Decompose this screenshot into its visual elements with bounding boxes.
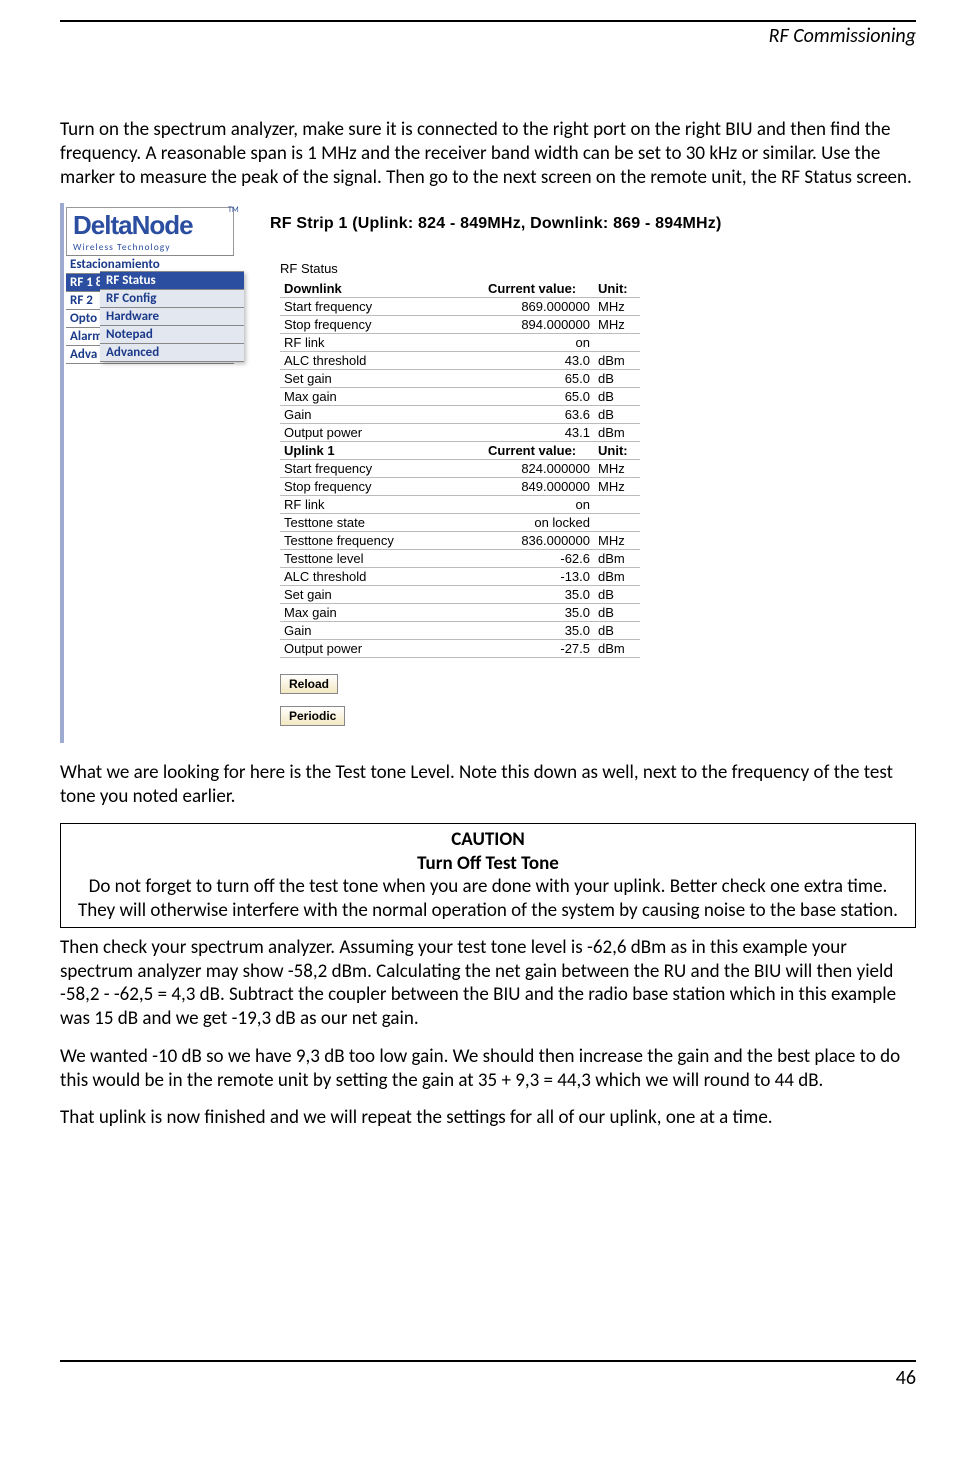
- ul-row-label: Start frequency: [280, 460, 484, 478]
- ul-row-unit: MHz: [594, 460, 640, 478]
- ul-row-label: Max gain: [280, 604, 484, 622]
- level2-menu: RF Status RF Config Hardware Notepad Adv…: [100, 271, 244, 362]
- ul-row-label: Testtone level: [280, 550, 484, 568]
- ul-row-unit: dB: [594, 622, 640, 640]
- dl-row-unit: dB: [594, 406, 640, 424]
- dl-row-label: Output power: [280, 424, 484, 442]
- dl-row-unit: [594, 334, 640, 352]
- rf-status-panel: RF Status Downlink Current value: Unit: …: [280, 261, 640, 732]
- dl-row-val: 43.1: [484, 424, 594, 442]
- col-label2: Uplink 1: [280, 442, 484, 460]
- ul-row-val: 836.000000: [484, 532, 594, 550]
- intro-paragraph: Turn on the spectrum analyzer, make sure…: [60, 118, 916, 189]
- caution-subheading: Turn Off Test Tone: [71, 852, 905, 876]
- paragraph-3: Then check your spectrum analyzer. Assum…: [60, 936, 916, 1031]
- caution-body: Do not forget to turn off the test tone …: [71, 875, 905, 923]
- after-screenshot-paragraph: What we are looking for here is the Test…: [60, 761, 916, 809]
- dl-row-label: Stop frequency: [280, 316, 484, 334]
- ul-row-label: Testtone state: [280, 514, 484, 532]
- ul-row-val: -62.6: [484, 550, 594, 568]
- caution-box: CAUTION Turn Off Test Tone Do not forget…: [60, 823, 916, 928]
- logo-subtext: Wireless Technology: [67, 241, 233, 256]
- dl-row-unit: MHz: [594, 316, 640, 334]
- ul-row-label: Output power: [280, 640, 484, 658]
- dl-row-unit: dB: [594, 388, 640, 406]
- ul-row-label: Stop frequency: [280, 478, 484, 496]
- ul-row-unit: dBm: [594, 550, 640, 568]
- panel-left-accent: [60, 203, 64, 743]
- trademark: TM: [228, 205, 239, 215]
- periodic-button[interactable]: Periodic: [280, 706, 345, 726]
- menu2-item-2[interactable]: Hardware: [100, 308, 244, 326]
- ul-row-val: on locked: [484, 514, 594, 532]
- caution-heading: CAUTION: [71, 828, 905, 852]
- dl-row-label: Start frequency: [280, 298, 484, 316]
- ul-row-unit: [594, 514, 640, 532]
- ul-row-label: Set gain: [280, 586, 484, 604]
- dl-row-val: on: [484, 334, 594, 352]
- rf-status-caption: RF Status: [280, 261, 640, 276]
- logo-text: DeltaNode: [67, 208, 233, 241]
- menu2-item-0[interactable]: RF Status: [100, 272, 244, 290]
- ul-row-label: ALC threshold: [280, 568, 484, 586]
- ul-row-label: Testtone frequency: [280, 532, 484, 550]
- ul-row-val: 35.0: [484, 586, 594, 604]
- menu2-item-4[interactable]: Advanced: [100, 344, 244, 362]
- dl-row-label: ALC threshold: [280, 352, 484, 370]
- ul-row-val: 824.000000: [484, 460, 594, 478]
- dl-row-unit: MHz: [594, 298, 640, 316]
- dl-row-val: 63.6: [484, 406, 594, 424]
- page-header: RF Commissioning: [60, 20, 916, 48]
- ul-row-label: Gain: [280, 622, 484, 640]
- ul-row-unit: [594, 496, 640, 514]
- screenshot-panel: DeltaNode Wireless Technology TM Estacio…: [60, 203, 780, 743]
- rf-status-table: Downlink Current value: Unit: Start freq…: [280, 280, 640, 658]
- dl-row-label: RF link: [280, 334, 484, 352]
- dl-row-val: 43.0: [484, 352, 594, 370]
- dl-row-label: Max gain: [280, 388, 484, 406]
- rf-strip-title: RF Strip 1 (Uplink: 824 - 849MHz, Downli…: [270, 215, 722, 233]
- dl-row-unit: dBm: [594, 352, 640, 370]
- ul-row-unit: dB: [594, 586, 640, 604]
- col-current2: Current value:: [484, 442, 594, 460]
- ul-row-unit: dB: [594, 604, 640, 622]
- ul-row-unit: dBm: [594, 640, 640, 658]
- ul-row-unit: MHz: [594, 532, 640, 550]
- paragraph-5: That uplink is now finished and we will …: [60, 1106, 916, 1130]
- dl-row-val: 894.000000: [484, 316, 594, 334]
- paragraph-4: We wanted -10 dB so we have 9,3 dB too l…: [60, 1045, 916, 1093]
- dl-row-unit: dBm: [594, 424, 640, 442]
- page-number: 46: [60, 1362, 916, 1390]
- ul-row-val: 849.000000: [484, 478, 594, 496]
- ul-row-val: on: [484, 496, 594, 514]
- ul-row-val: 35.0: [484, 622, 594, 640]
- dl-row-val: 65.0: [484, 388, 594, 406]
- ul-row-unit: dBm: [594, 568, 640, 586]
- col-unit: Unit:: [594, 280, 640, 298]
- menu2-item-1[interactable]: RF Config: [100, 290, 244, 308]
- dl-row-label: Gain: [280, 406, 484, 424]
- dl-row-val: 869.000000: [484, 298, 594, 316]
- dl-row-label: Set gain: [280, 370, 484, 388]
- dl-row-unit: dB: [594, 370, 640, 388]
- col-unit2: Unit:: [594, 442, 640, 460]
- ul-row-label: RF link: [280, 496, 484, 514]
- col-label: Downlink: [280, 280, 484, 298]
- dl-row-val: 65.0: [484, 370, 594, 388]
- ul-row-unit: MHz: [594, 478, 640, 496]
- col-current: Current value:: [484, 280, 594, 298]
- ul-row-val: -13.0: [484, 568, 594, 586]
- menu2-item-3[interactable]: Notepad: [100, 326, 244, 344]
- ul-row-val: 35.0: [484, 604, 594, 622]
- ul-row-val: -27.5: [484, 640, 594, 658]
- reload-button[interactable]: Reload: [280, 674, 338, 694]
- logo: DeltaNode Wireless Technology: [66, 207, 234, 257]
